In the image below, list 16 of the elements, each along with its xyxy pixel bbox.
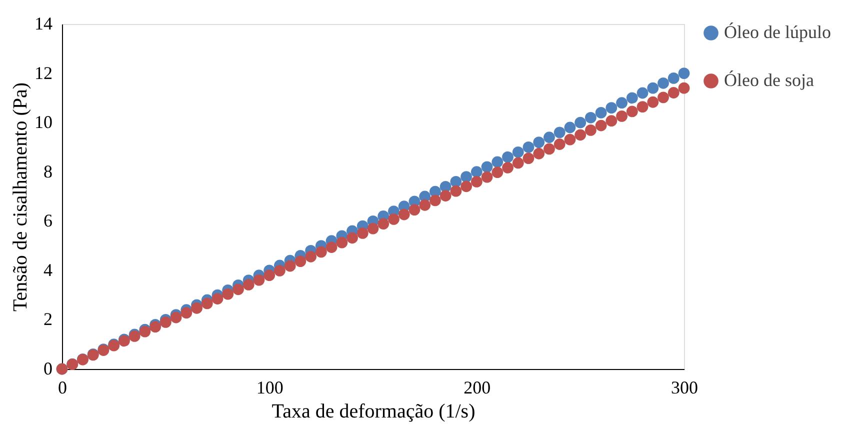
- x-tick-label: 300: [671, 378, 698, 398]
- y-tick-label: 14: [34, 14, 52, 34]
- x-tick-label: 100: [256, 378, 284, 398]
- y-tick-label: 12: [34, 62, 52, 83]
- y-tick-label: 0: [44, 358, 52, 378]
- y-tick-label: 10: [34, 112, 52, 132]
- x-axis-title: Taxa de deformação (1/s): [272, 400, 476, 422]
- y-tick-label: 2: [44, 309, 52, 330]
- y-tick-label: 4: [44, 260, 52, 280]
- y-axis-title: Tensão de cisalhamento (Pa): [10, 82, 32, 312]
- x-tick-label: 0: [58, 378, 67, 398]
- y-tick-label: 8: [44, 161, 52, 182]
- y-tick-label: 6: [44, 210, 52, 231]
- legend-label: Óleo de soja: [724, 70, 814, 90]
- legend-label: Óleo de lúpulo: [724, 22, 831, 42]
- x-tick-label: 200: [464, 378, 491, 398]
